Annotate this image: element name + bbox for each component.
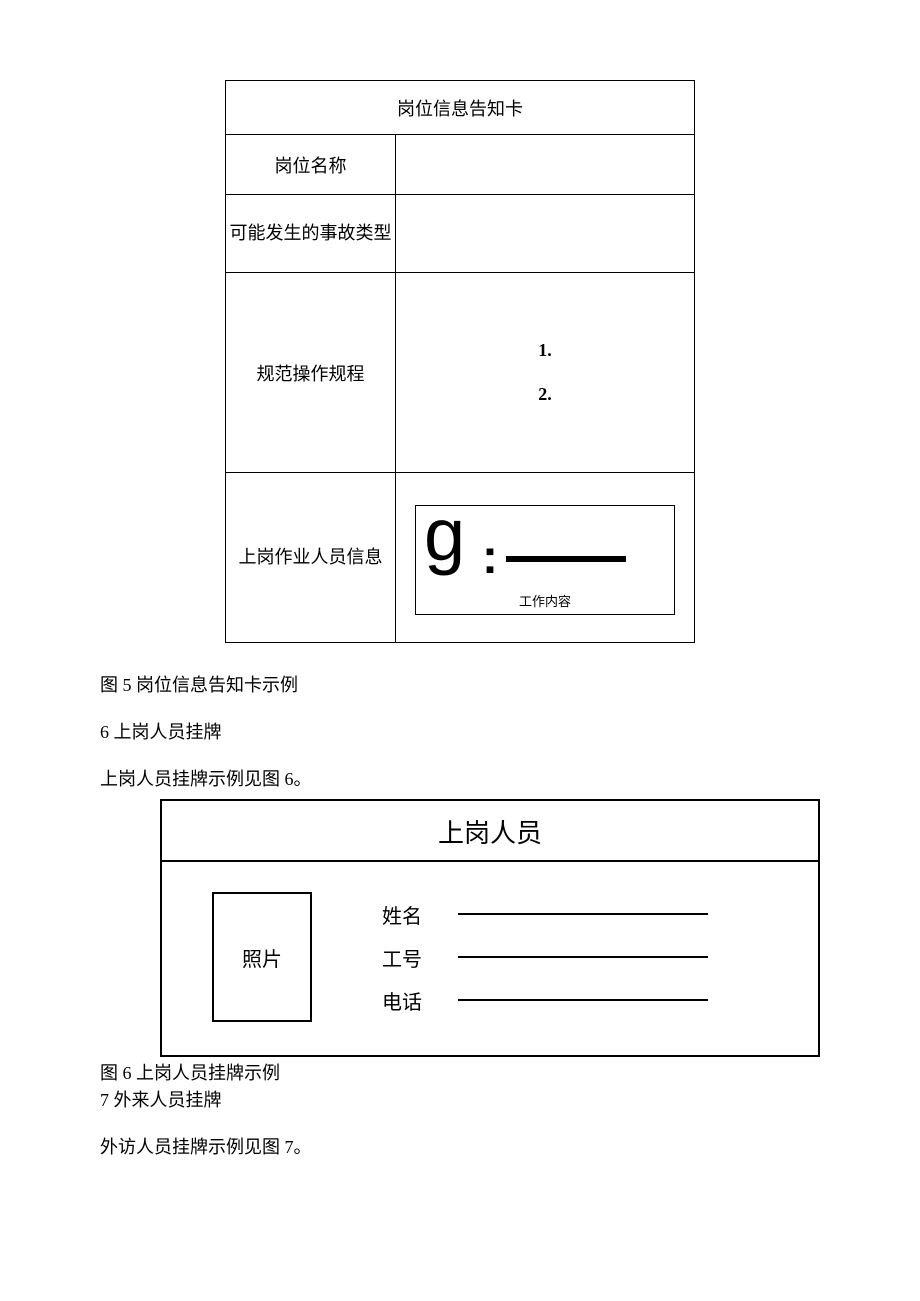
- staff-badge-card: 上岗人员 照片 姓名 工号 电话: [160, 799, 820, 1057]
- info-card-row4-content: g : 工作内容: [396, 473, 695, 643]
- section-6-heading: 6 上岗人员挂牌: [100, 720, 820, 745]
- badge-line-id: [458, 956, 708, 958]
- section-7-heading: 7 外来人员挂牌: [100, 1088, 820, 1113]
- section-7-text: 外访人员挂牌示例见图 7。: [100, 1135, 820, 1160]
- badge-row-phone: 电话: [382, 986, 778, 1015]
- info-card-row3-content: 1. 2.: [396, 273, 695, 473]
- badge-title: 上岗人员: [162, 801, 818, 862]
- badge-label-phone: 电话: [382, 986, 442, 1015]
- badge-line-name: [458, 913, 708, 915]
- info-card-row1-value: [396, 135, 695, 195]
- worker-sublabel: 工作内容: [416, 591, 674, 610]
- procedure-item-1: 1.: [396, 329, 694, 372]
- badge-body: 照片 姓名 工号 电话: [162, 862, 818, 1055]
- worker-info-box: g : 工作内容: [415, 505, 675, 615]
- figure-6-caption: 图 6 上岗人员挂牌示例: [100, 1061, 820, 1086]
- worker-dash-line: [506, 556, 626, 562]
- badge-label-name: 姓名: [382, 900, 442, 929]
- info-card-row1-label: 岗位名称: [226, 135, 396, 195]
- procedure-item-2: 2.: [396, 373, 694, 416]
- badge-fields: 姓名 工号 电话: [382, 886, 778, 1029]
- badge-line-phone: [458, 999, 708, 1001]
- section-6-text: 上岗人员挂牌示例见图 6。: [100, 767, 820, 792]
- worker-colon-glyph: :: [482, 530, 498, 585]
- position-info-card-table: 岗位信息告知卡 岗位名称 可能发生的事故类型 规范操作规程 1. 2. 上岗作业…: [225, 80, 695, 643]
- info-card-title: 岗位信息告知卡: [226, 81, 695, 135]
- info-card-row2-value: [396, 195, 695, 273]
- info-card-row4-label: 上岗作业人员信息: [226, 473, 396, 643]
- figure-5-caption: 图 5 岗位信息告知卡示例: [100, 673, 820, 698]
- badge-label-id: 工号: [382, 943, 442, 972]
- info-card-row3-label: 规范操作规程: [226, 273, 396, 473]
- info-card-row2-label: 可能发生的事故类型: [226, 195, 396, 273]
- badge-photo-box: 照片: [212, 892, 312, 1022]
- badge-row-name: 姓名: [382, 900, 778, 929]
- worker-g-glyph: g: [424, 498, 465, 572]
- badge-row-id: 工号: [382, 943, 778, 972]
